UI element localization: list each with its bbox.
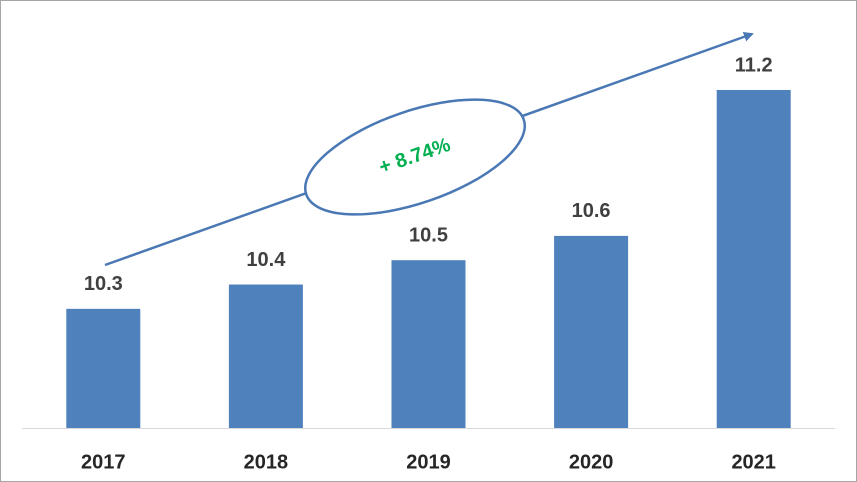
annotation-ellipse: [303, 98, 527, 216]
bar: [716, 89, 791, 429]
x-tick-label: 2017: [81, 451, 126, 473]
x-tick-label: 2021: [731, 451, 776, 473]
x-tick-label: 2018: [244, 451, 289, 473]
value-label: 10.5: [409, 224, 448, 246]
bar: [554, 235, 629, 428]
x-tick-label: 2019: [406, 451, 451, 473]
value-label: 11.2: [735, 54, 773, 76]
bar: [391, 260, 466, 428]
value-label: 10.4: [246, 249, 286, 271]
value-label: 10.6: [572, 200, 611, 222]
bar: [66, 308, 141, 428]
value-label: 10.3: [84, 273, 123, 295]
x-tick-label: 2020: [569, 451, 614, 473]
bar: [228, 284, 303, 428]
